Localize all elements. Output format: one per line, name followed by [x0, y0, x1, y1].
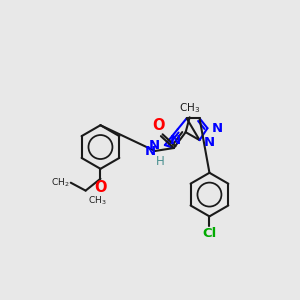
Text: CH$_3$: CH$_3$	[179, 101, 200, 115]
Text: O: O	[153, 118, 165, 133]
Text: O: O	[94, 180, 107, 195]
Text: CH$_3$: CH$_3$	[88, 195, 106, 207]
Text: H: H	[156, 155, 165, 168]
Text: N: N	[145, 146, 156, 158]
Text: N: N	[149, 139, 160, 152]
Text: N: N	[170, 134, 181, 147]
Text: Cl: Cl	[202, 227, 217, 240]
Text: N: N	[203, 136, 214, 148]
Text: N: N	[212, 122, 223, 135]
Text: CH$_2$: CH$_2$	[51, 176, 70, 189]
